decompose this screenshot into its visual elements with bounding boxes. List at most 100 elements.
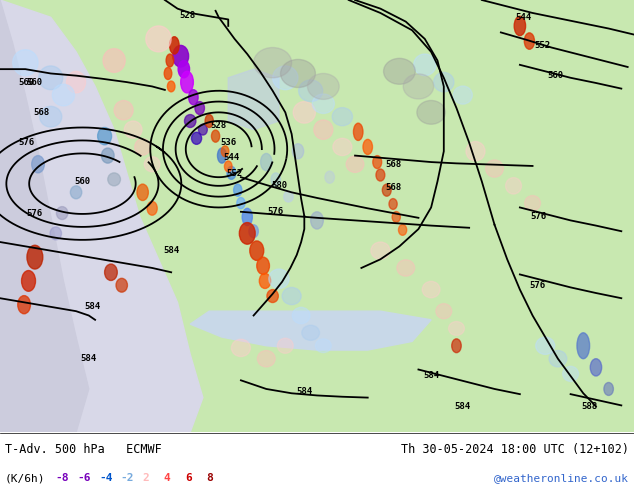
- Ellipse shape: [224, 161, 232, 172]
- Text: 2: 2: [142, 473, 149, 483]
- Text: 536: 536: [220, 138, 236, 147]
- Ellipse shape: [211, 130, 220, 142]
- Text: 560: 560: [27, 77, 42, 87]
- Ellipse shape: [422, 281, 440, 298]
- Text: 576: 576: [531, 212, 547, 220]
- Text: 568: 568: [385, 183, 401, 193]
- Ellipse shape: [292, 307, 310, 324]
- Ellipse shape: [280, 59, 315, 88]
- Ellipse shape: [242, 208, 252, 225]
- Text: 544: 544: [515, 13, 532, 22]
- Text: 576: 576: [529, 281, 545, 290]
- Polygon shape: [0, 0, 89, 432]
- Ellipse shape: [389, 198, 397, 209]
- Ellipse shape: [39, 106, 61, 127]
- Ellipse shape: [384, 58, 415, 84]
- Text: 584: 584: [84, 302, 100, 311]
- Ellipse shape: [399, 224, 407, 235]
- Text: (K/6h): (K/6h): [5, 473, 46, 483]
- Ellipse shape: [249, 225, 259, 238]
- Ellipse shape: [164, 68, 172, 79]
- Ellipse shape: [373, 156, 382, 169]
- Ellipse shape: [170, 37, 179, 54]
- Ellipse shape: [237, 197, 245, 209]
- Ellipse shape: [146, 26, 171, 52]
- Ellipse shape: [278, 338, 293, 353]
- Text: 568: 568: [33, 108, 49, 117]
- Ellipse shape: [52, 84, 75, 106]
- Ellipse shape: [227, 167, 236, 179]
- Ellipse shape: [466, 142, 485, 161]
- Polygon shape: [0, 0, 203, 432]
- Ellipse shape: [376, 169, 385, 181]
- Ellipse shape: [293, 101, 316, 123]
- Ellipse shape: [18, 295, 30, 314]
- Ellipse shape: [166, 54, 174, 67]
- Ellipse shape: [514, 16, 526, 36]
- Text: -4: -4: [99, 473, 112, 483]
- Polygon shape: [190, 311, 431, 350]
- Ellipse shape: [267, 290, 278, 302]
- Ellipse shape: [448, 321, 464, 335]
- Text: 560: 560: [18, 77, 35, 87]
- Ellipse shape: [346, 156, 364, 172]
- Ellipse shape: [590, 359, 602, 376]
- Ellipse shape: [240, 222, 255, 244]
- Ellipse shape: [549, 350, 567, 367]
- Ellipse shape: [27, 245, 43, 269]
- Ellipse shape: [577, 333, 590, 359]
- Ellipse shape: [13, 49, 38, 75]
- Ellipse shape: [525, 196, 540, 211]
- Ellipse shape: [536, 337, 555, 354]
- Ellipse shape: [172, 46, 189, 67]
- Ellipse shape: [22, 270, 36, 291]
- Ellipse shape: [257, 350, 275, 367]
- Ellipse shape: [105, 264, 117, 280]
- Ellipse shape: [307, 74, 339, 99]
- Text: 576: 576: [27, 209, 43, 219]
- Text: 560: 560: [74, 177, 91, 186]
- Ellipse shape: [506, 178, 521, 194]
- Ellipse shape: [325, 171, 335, 183]
- Text: -6: -6: [77, 473, 91, 483]
- Text: Th 30-05-2024 18:00 UTC (12+102): Th 30-05-2024 18:00 UTC (12+102): [401, 442, 629, 456]
- Ellipse shape: [436, 304, 451, 318]
- Text: -2: -2: [120, 473, 134, 483]
- Ellipse shape: [144, 157, 160, 172]
- Ellipse shape: [98, 127, 112, 145]
- Ellipse shape: [403, 74, 434, 99]
- Ellipse shape: [32, 156, 44, 173]
- Text: 568: 568: [385, 160, 401, 169]
- Ellipse shape: [124, 121, 142, 138]
- Ellipse shape: [284, 191, 293, 202]
- Ellipse shape: [332, 108, 353, 126]
- Ellipse shape: [563, 366, 578, 381]
- Ellipse shape: [231, 339, 250, 357]
- Ellipse shape: [261, 153, 272, 171]
- Ellipse shape: [217, 148, 226, 163]
- Ellipse shape: [137, 184, 148, 200]
- Ellipse shape: [371, 242, 390, 259]
- Ellipse shape: [392, 212, 401, 222]
- Ellipse shape: [147, 201, 157, 215]
- Text: 6: 6: [185, 473, 192, 483]
- Ellipse shape: [434, 73, 454, 92]
- Text: 576: 576: [18, 138, 35, 147]
- Ellipse shape: [116, 278, 127, 292]
- Text: 552: 552: [534, 41, 550, 50]
- Polygon shape: [228, 69, 279, 130]
- Ellipse shape: [67, 72, 86, 93]
- Ellipse shape: [50, 227, 61, 240]
- Ellipse shape: [198, 124, 207, 135]
- Text: 580: 580: [271, 181, 287, 190]
- Ellipse shape: [178, 60, 190, 78]
- Ellipse shape: [292, 144, 304, 159]
- Ellipse shape: [451, 339, 461, 353]
- Text: 584: 584: [81, 354, 97, 363]
- Ellipse shape: [70, 186, 82, 199]
- Ellipse shape: [269, 269, 289, 289]
- Text: 528: 528: [210, 121, 227, 130]
- Ellipse shape: [191, 132, 202, 145]
- Text: T-Adv. 500 hPa   ECMWF: T-Adv. 500 hPa ECMWF: [5, 442, 162, 456]
- Ellipse shape: [39, 66, 63, 90]
